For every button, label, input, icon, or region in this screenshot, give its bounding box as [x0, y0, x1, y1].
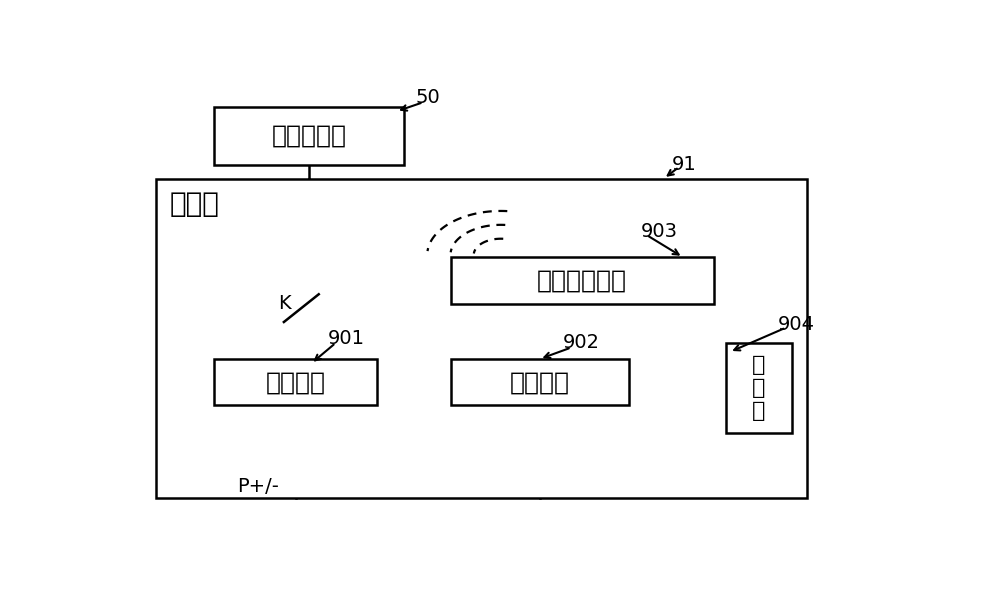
FancyBboxPatch shape [726, 343, 792, 433]
Text: 50: 50 [416, 88, 440, 107]
Text: 采集板: 采集板 [170, 190, 220, 218]
FancyBboxPatch shape [214, 359, 377, 405]
Text: 采样模块: 采样模块 [510, 370, 570, 394]
Text: 91: 91 [671, 155, 696, 174]
FancyBboxPatch shape [450, 359, 629, 405]
Text: 消防电爆阀: 消防电爆阀 [272, 124, 347, 148]
FancyBboxPatch shape [156, 178, 807, 498]
FancyBboxPatch shape [450, 257, 714, 304]
Text: 无线通信模块: 无线通信模块 [537, 269, 627, 292]
Text: 904: 904 [778, 315, 815, 334]
Text: 902: 902 [563, 334, 600, 352]
FancyBboxPatch shape [214, 107, 404, 165]
Text: 传
感
器: 传 感 器 [752, 355, 765, 421]
Text: 供电电路: 供电电路 [266, 370, 326, 394]
Text: P+/-: P+/- [237, 477, 279, 496]
Text: 901: 901 [328, 329, 365, 348]
Text: K: K [278, 294, 291, 313]
Text: 903: 903 [640, 222, 677, 241]
